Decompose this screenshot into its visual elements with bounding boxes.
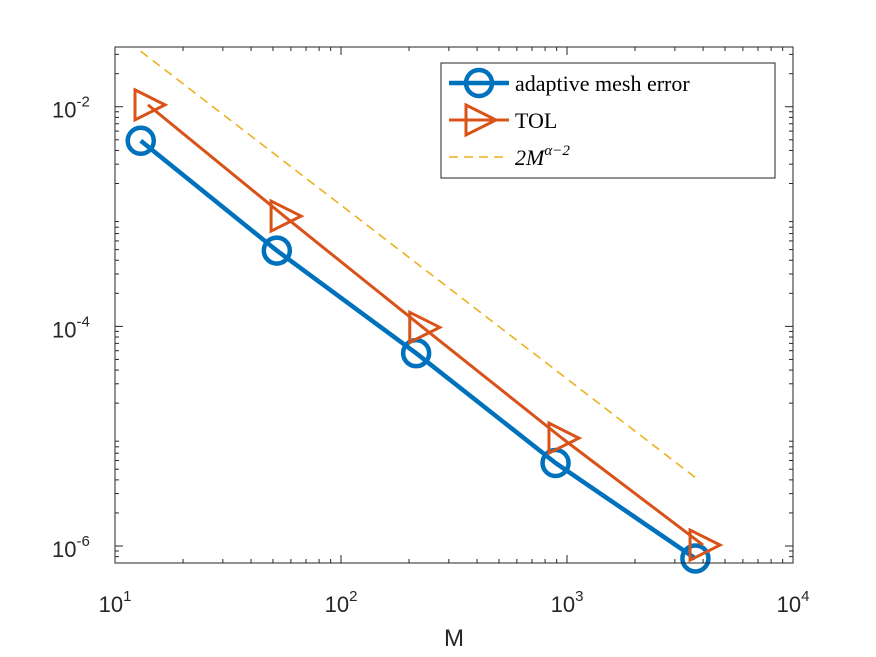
data-point-2-3 — [408, 309, 444, 345]
tick-label-layer: 101 102 103 104 10-6 10-4 10-2 — [52, 94, 809, 617]
data-point-1-5 — [680, 543, 711, 574]
legend: adaptive mesh error TOL 2Mα−2 — [440, 62, 776, 179]
series-1 — [125, 125, 711, 574]
y-tick-label-1: 10-6 — [52, 533, 90, 562]
axes-box — [114, 46, 794, 564]
data-point-2-5 — [688, 527, 724, 563]
series-2 — [133, 87, 724, 563]
data-point-2-4 — [547, 420, 583, 456]
x-tick-label-1: 101 — [99, 588, 132, 617]
x-tick-label-2: 102 — [325, 588, 358, 617]
series-line-3 — [140, 50, 696, 479]
series-layer — [125, 50, 724, 574]
x-tick-label-4: 104 — [777, 588, 810, 617]
series-3 — [140, 50, 696, 479]
series-line-2 — [147, 103, 704, 547]
axes-layer — [114, 46, 794, 564]
x-axis-label: M — [444, 625, 464, 652]
y-tick-label-3: 10-2 — [52, 94, 90, 123]
legend-label-2: TOL — [515, 108, 557, 133]
legend-marker-1 — [463, 67, 495, 99]
legend-marker-2 — [464, 102, 500, 138]
x-tick-label-3: 103 — [551, 588, 584, 617]
data-point-2-2 — [269, 198, 305, 234]
data-point-1-1 — [125, 125, 157, 157]
legend-label-1: adaptive mesh error — [515, 71, 690, 96]
legend-label-3: 2Mα−2 — [515, 143, 570, 170]
data-point-1-2 — [261, 235, 293, 266]
data-point-2-1 — [133, 87, 169, 123]
y-tick-label-2: 10-4 — [52, 313, 90, 342]
series-line-1 — [139, 139, 697, 561]
